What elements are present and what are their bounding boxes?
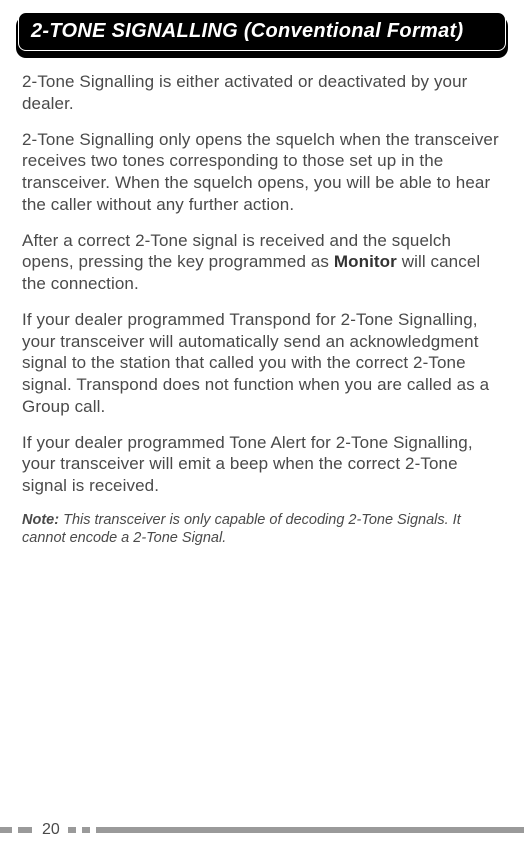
footer-tick-4 <box>82 827 90 833</box>
footer-tick-1 <box>0 827 12 833</box>
paragraph-1: 2-Tone Signalling is either activated or… <box>22 71 502 115</box>
footer-tick-3 <box>68 827 76 833</box>
header-container: 2-TONE SIGNALLING (Conventional Format) <box>18 12 506 51</box>
note-text: This transceiver is only capable of deco… <box>22 512 461 546</box>
paragraph-3: After a correct 2-Tone signal is receive… <box>22 230 502 295</box>
page-number: 20 <box>42 821 60 839</box>
note-paragraph: Note: This transceiver is only capable o… <box>22 511 502 547</box>
footer-tick-2 <box>18 827 32 833</box>
footer-bar: 20 <box>0 821 524 839</box>
monitor-keyword: Monitor <box>334 252 397 271</box>
paragraph-4: If your dealer programmed Transpond for … <box>22 309 502 418</box>
paragraph-2: 2-Tone Signalling only opens the squelch… <box>22 129 502 216</box>
note-label: Note: <box>22 512 59 528</box>
page-title: 2-TONE SIGNALLING (Conventional Format) <box>31 20 493 43</box>
footer-tick-5 <box>96 827 524 833</box>
paragraph-5: If your dealer programmed Tone Alert for… <box>22 432 502 497</box>
header-bar: 2-TONE SIGNALLING (Conventional Format) <box>18 12 506 51</box>
content-area: 2-Tone Signalling is either activated or… <box>18 71 506 547</box>
